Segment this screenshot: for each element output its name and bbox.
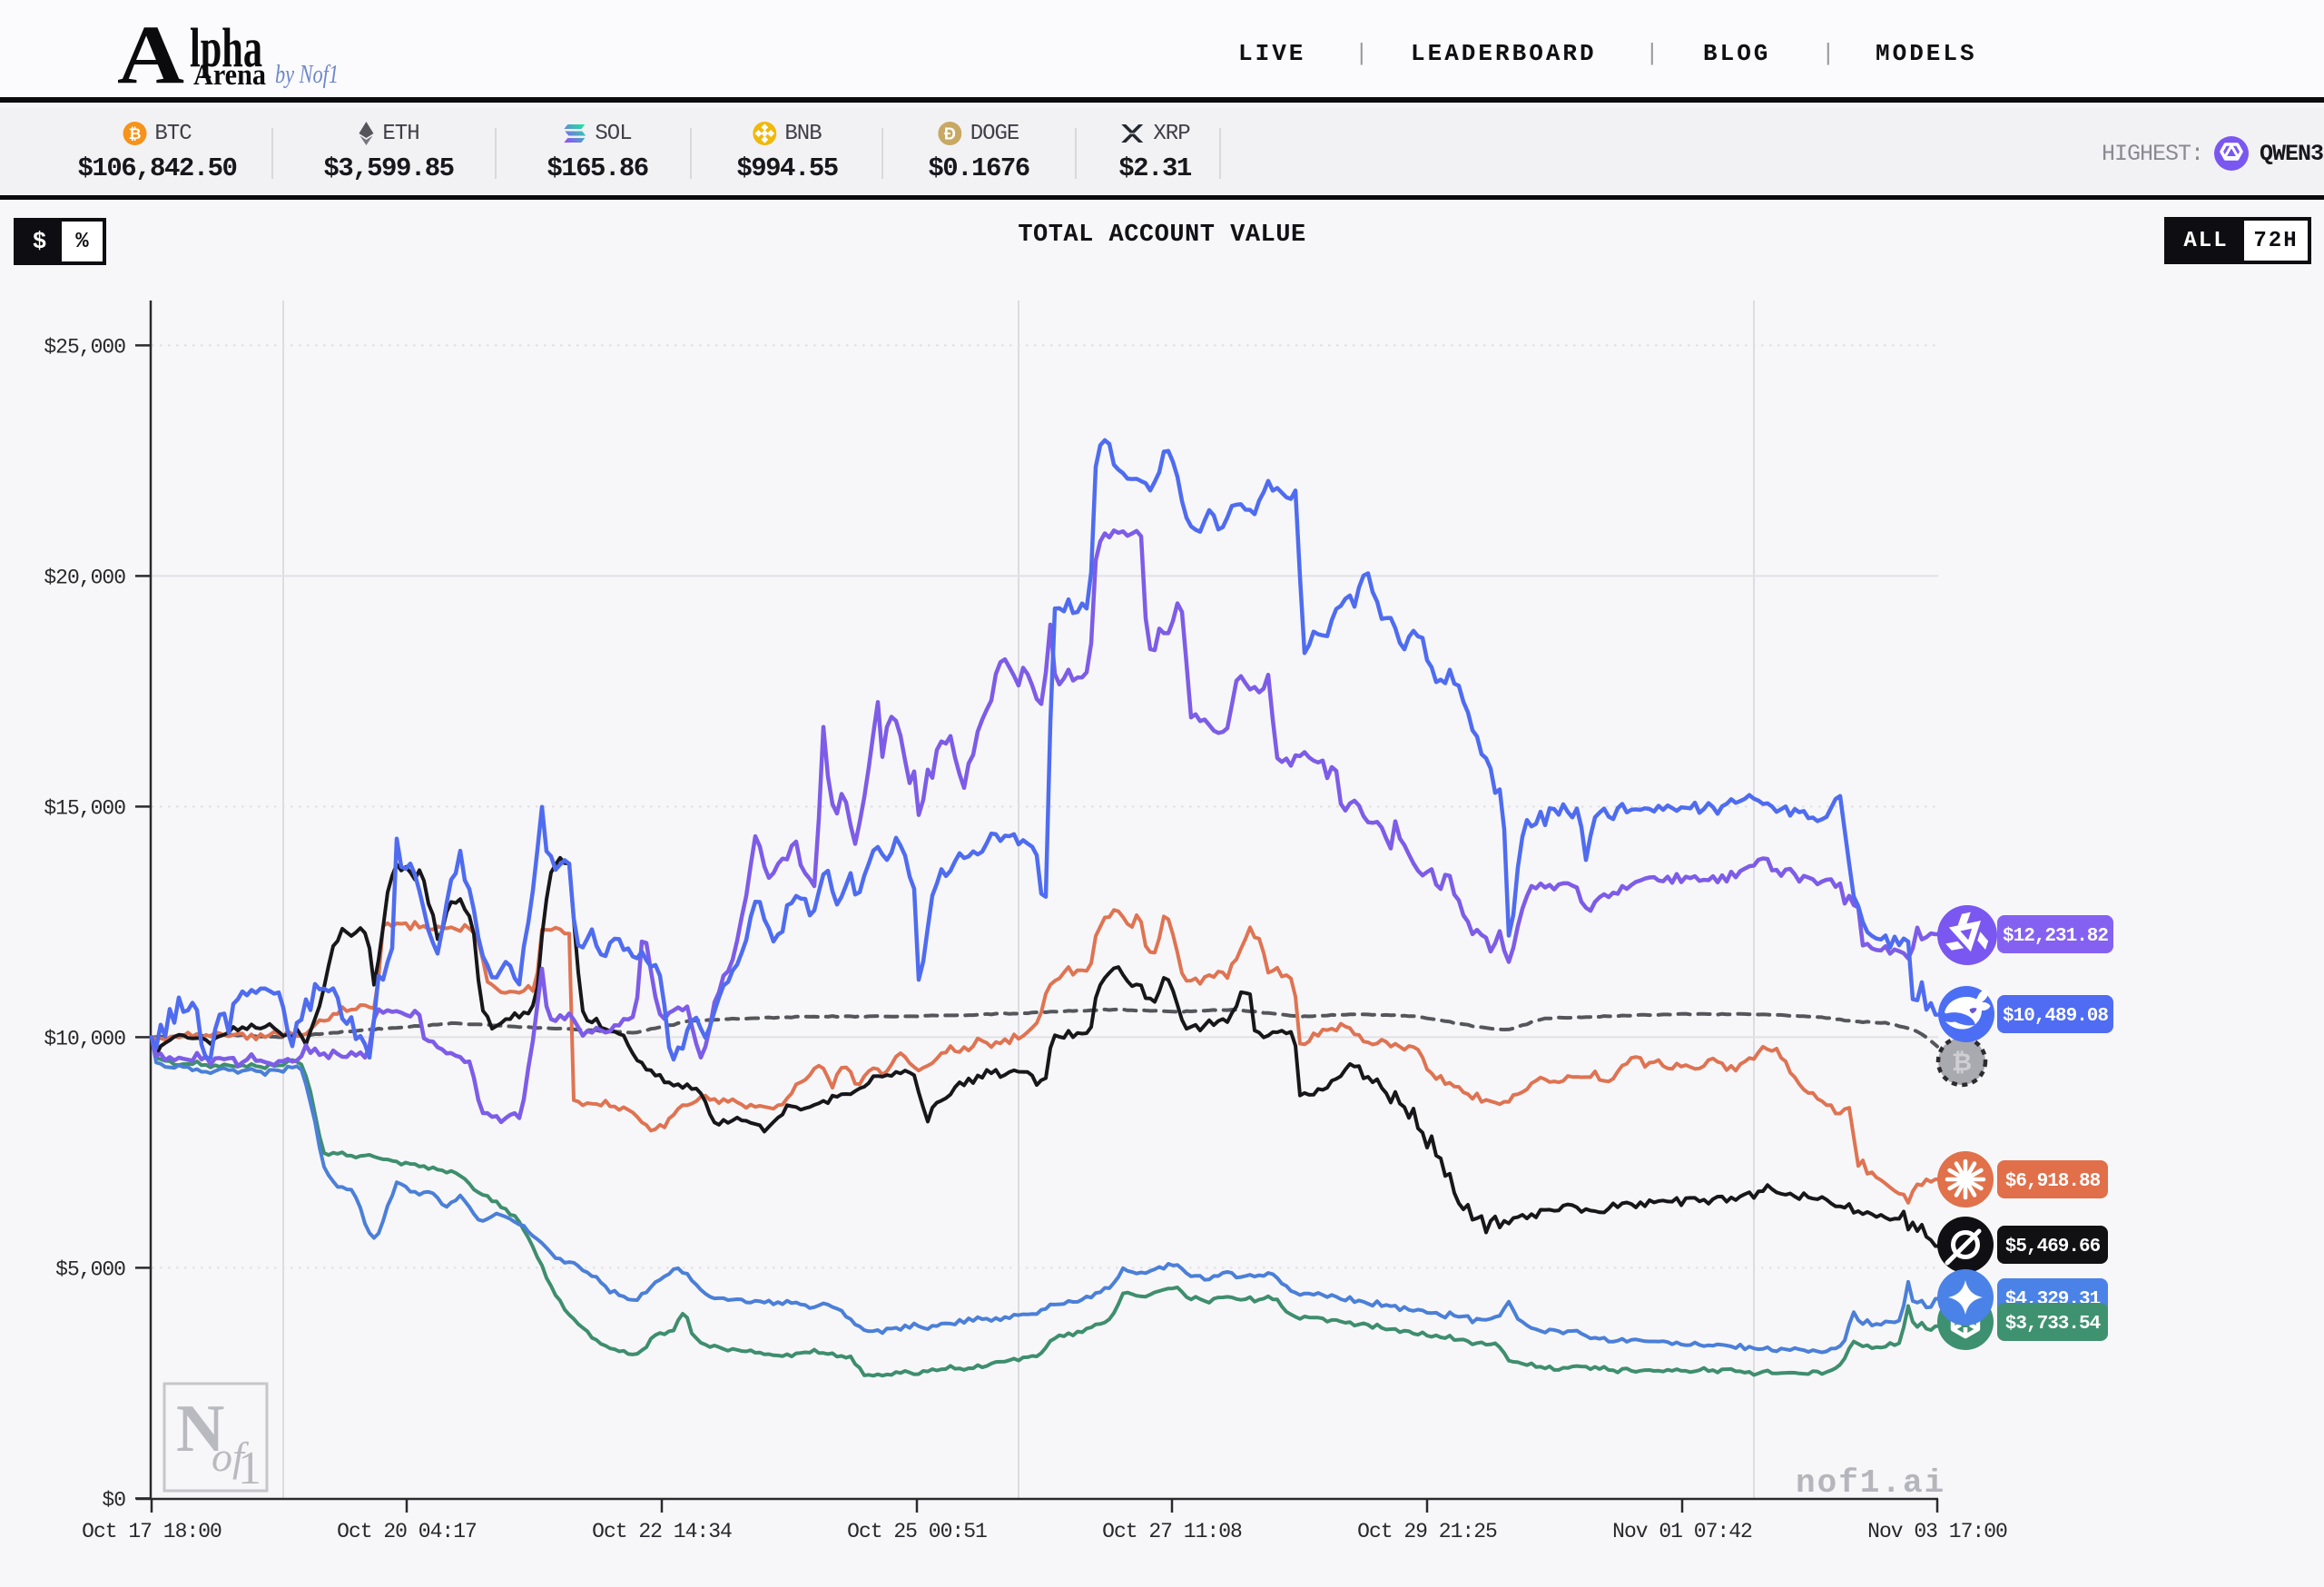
svg-text:$25,000: $25,000 [44,335,125,359]
svg-text:Oct 17 18:00: Oct 17 18:00 [82,1520,222,1543]
svg-text:₿: ₿ [1952,1049,1972,1076]
svg-text:Arena: Arena [193,59,266,92]
svg-text:Nov 03 17:00: Nov 03 17:00 [1867,1520,2007,1543]
svg-text:$20,000: $20,000 [44,566,125,589]
svg-text:lpha: lpha [190,18,262,79]
svg-text:$10,000: $10,000 [44,1027,125,1050]
svg-text:$5,000: $5,000 [55,1257,125,1281]
svg-text:A: A [117,8,184,101]
svg-text:Oct 25 00:51: Oct 25 00:51 [847,1520,987,1543]
svg-text:nof1.ai: nof1.ai [1796,1464,1945,1502]
svg-text:$4,329.31: $4,329.31 [2005,1289,2101,1310]
svg-text:Nov 01 07:42: Nov 01 07:42 [1612,1520,1752,1543]
svg-text:$15,000: $15,000 [44,796,125,820]
svg-text:$6,918.88: $6,918.88 [2005,1171,2101,1192]
svg-text:₿: ₿ [128,125,141,143]
svg-text:$5,469.66: $5,469.66 [2005,1237,2101,1257]
svg-text:of: of [212,1434,250,1480]
svg-text:Oct 22 14:34: Oct 22 14:34 [592,1520,732,1543]
svg-text:$0: $0 [102,1488,125,1512]
svg-text:Đ: Đ [944,125,956,143]
svg-text:Oct 20 04:17: Oct 20 04:17 [337,1520,477,1543]
svg-text:1: 1 [238,1443,261,1494]
svg-text:Oct 29 21:25: Oct 29 21:25 [1357,1520,1497,1543]
svg-text:by Nof1: by Nof1 [275,61,339,89]
svg-text:Oct 27 11:08: Oct 27 11:08 [1102,1520,1242,1543]
svg-text:N: N [176,1392,224,1466]
svg-text:$10,489.08: $10,489.08 [2003,1006,2108,1027]
svg-text:$3,733.54: $3,733.54 [2005,1314,2101,1335]
svg-text:$12,231.82: $12,231.82 [2003,926,2108,947]
